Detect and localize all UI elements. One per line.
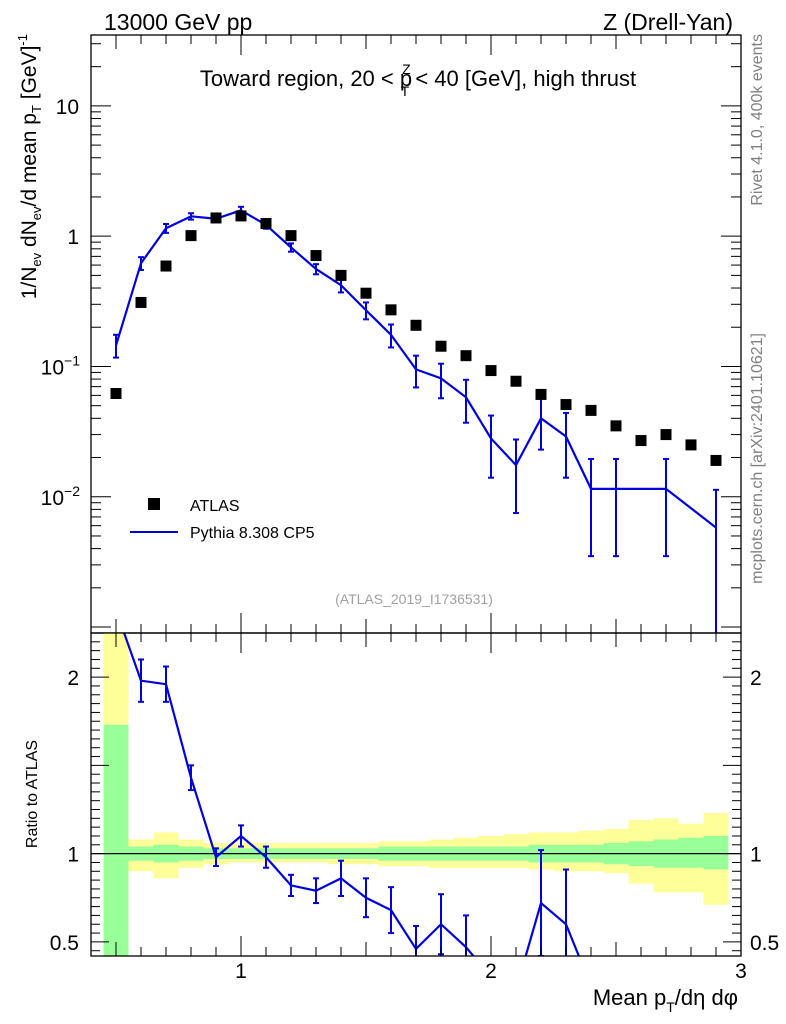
rivet-version-label: Rivet 4.1.0, 400k events	[749, 34, 766, 206]
xtick-label: 2	[485, 960, 497, 983]
ratio-tick-labels: 0.5 0.5 1 1 2 2 1 2 3	[50, 667, 779, 983]
atlas-data-point	[385, 304, 397, 316]
atlas-data-point	[485, 365, 497, 377]
ratio-ytick-label-left: 1	[67, 844, 79, 867]
main-ytick-label: 10−1	[41, 352, 81, 379]
atlas-data-point	[585, 404, 597, 416]
atlas-data-point	[160, 260, 172, 272]
atlas-data-point	[710, 454, 722, 466]
atlas-data-point	[685, 439, 697, 451]
main-ytick-label: 10	[56, 96, 79, 119]
legend: ATLAS Pythia 8.308 CP5	[130, 498, 315, 542]
atlas-data-point	[410, 319, 422, 331]
legend-atlas-marker	[148, 498, 160, 510]
ratio-ytick-label-right: 2	[750, 667, 762, 690]
xtick-label: 1	[235, 960, 247, 983]
main-y-axis-label: 1/Nev dNev/d mean pT [GeV]-1	[15, 34, 44, 299]
main-ytick-label-exponent: −2	[64, 483, 80, 499]
atlas-data-point	[660, 429, 672, 441]
atlas-data-point	[285, 230, 297, 242]
atlas-data-point	[210, 212, 222, 224]
atlas-data-point	[510, 375, 522, 387]
main-plot-area	[110, 205, 722, 633]
header-right: Z (Drell-Yan)	[603, 9, 733, 35]
pythia-line	[114, 209, 717, 529]
mcplots-source-label: mcplots.cern.ch [arXiv:2401.10621]	[749, 333, 766, 584]
ratio-y-axis-label: Ratio to ATLAS	[24, 740, 41, 848]
analysis-reference-label: (ATLAS_2019_I1736531)	[335, 591, 493, 607]
atlas-data-point	[435, 340, 447, 352]
ratio-stat-uncertainty-band	[103, 724, 129, 956]
ratio-ytick-label-right: 1	[750, 844, 762, 867]
atlas-data-point	[335, 269, 347, 281]
atlas-data-point	[310, 250, 322, 262]
ratio-plot-frame	[90, 632, 742, 957]
atlas-data-point	[135, 296, 147, 308]
main-ytick-label-base: 10	[41, 487, 64, 510]
main-plot-frame	[90, 34, 742, 634]
ratio-ticks	[90, 632, 742, 956]
atlas-data-point	[610, 420, 622, 432]
ratio-ytick-label-left: 0.5	[50, 932, 79, 955]
atlas-data-point	[460, 350, 472, 362]
header-left: 13000 GeV pp	[104, 9, 252, 35]
atlas-data-point	[260, 218, 272, 230]
atlas-data-point	[110, 388, 122, 400]
main-title: Toward region, 20 < pZ T < 40 [GeV], high…	[200, 61, 636, 99]
main-ytick-label-base: 10	[41, 356, 64, 379]
ratio-stat-uncertainty-band	[678, 837, 704, 868]
legend-pythia-label: Pythia 8.308 CP5	[190, 525, 315, 542]
legend-atlas-label: ATLAS	[190, 498, 240, 515]
main-ticks	[90, 35, 742, 633]
atlas-data-point	[560, 399, 572, 411]
main-ytick-label-exponent: −1	[64, 352, 80, 368]
main-ytick-label: 10−2	[41, 483, 81, 510]
ratio-panel: 0.5 0.5 1 1 2 2 1 2 3 Ratio to ATLAS Mean pT/dη …	[24, 632, 779, 1015]
ratio-ytick-label-right: 0.5	[750, 932, 779, 955]
x-axis-label: Mean pT/dη dφ	[593, 985, 738, 1015]
atlas-data-point	[235, 210, 247, 222]
main-ytick-label: 1	[67, 226, 79, 249]
ratio-ytick-label-left: 2	[67, 667, 79, 690]
ratio-plot-area	[91, 633, 741, 956]
atlas-data-point	[635, 435, 647, 447]
ratio-curve-group	[122, 633, 581, 956]
atlas-data-point	[185, 230, 197, 242]
ratio-stat-uncertainty-band	[703, 835, 729, 870]
atlas-data-point	[535, 388, 547, 400]
xtick-label: 3	[735, 960, 747, 983]
ratio-pythia-line	[122, 633, 581, 956]
atlas-data-point	[360, 287, 372, 299]
